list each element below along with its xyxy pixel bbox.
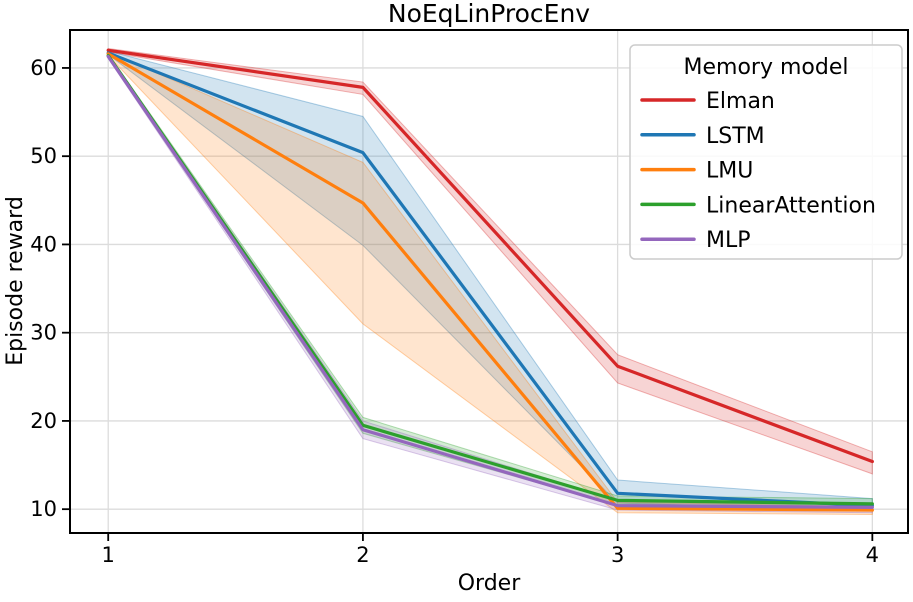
x-tick-label: 4 [866,543,879,567]
gridlines [70,30,908,533]
axes [69,29,909,534]
y-tick-label: 60 [30,56,57,80]
y-tick-label: 20 [30,409,57,433]
plot-border [69,29,909,534]
y-tick-label: 30 [30,321,57,345]
legend-label: LSTM [706,124,765,149]
legend-label: Elman [706,89,775,114]
x-tick-label: 1 [102,543,115,567]
legend-label: LinearAttention [706,193,876,218]
line-lmu [106,52,874,512]
y-tick-label: 50 [30,144,57,168]
y-axis-label: Episode reward [3,196,28,366]
legend-label: MLP [706,228,751,253]
y-tick-label: 10 [30,497,57,521]
legend-title: Memory model [684,55,849,80]
x-axis-label: Order [458,571,521,596]
legend-item-linearattention: LinearAttention [640,193,876,218]
tick-marks-and-labels: 1 2 3 4 10 20 30 40 50 60 [30,56,879,567]
legend-label: LMU [706,159,753,184]
x-tick-label: 3 [611,543,624,567]
legend-item-lstm: LSTM [640,124,765,149]
legend: Memory model Elman LSTM LMU LinearAttention M… [629,44,903,260]
x-tick-label: 2 [356,543,369,567]
line-lstm [106,51,874,508]
band-mlp [107,53,873,514]
y-tick-label: 40 [30,232,57,256]
chart-title: NoEqLinProcEnv [388,0,590,28]
legend-item-lmu: LMU [640,159,753,184]
line-mlp [106,54,874,510]
line-elman [106,48,874,464]
band-lmu [107,51,873,515]
legend-item-mlp: MLP [640,228,751,253]
legend-item-elman: Elman [640,89,775,114]
legend-frame [629,44,903,260]
series-lines [106,48,874,512]
